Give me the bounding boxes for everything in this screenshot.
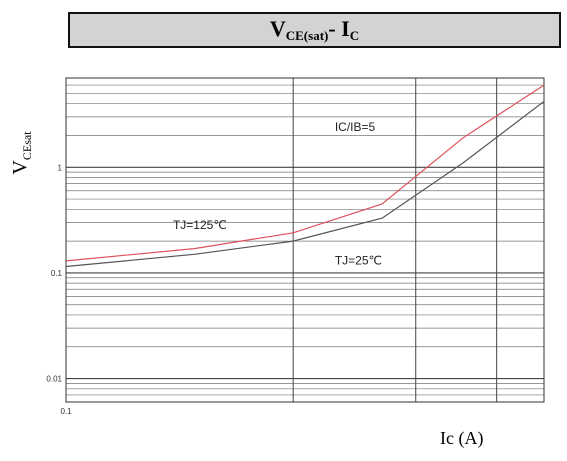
chart-title-box: VCE(sat)- IC <box>68 12 561 48</box>
plot-frame <box>65 77 545 403</box>
series-line-tj125 <box>65 84 545 262</box>
y-tick-label: 1 <box>58 163 63 172</box>
annotation-label: TJ=25℃ <box>335 254 382 268</box>
y-tick-label: 0.1 <box>51 269 63 278</box>
series-line-tj25 <box>65 100 545 268</box>
x-axis-label: Ic (A) <box>440 428 484 448</box>
y-tick-label: 0.01 <box>46 375 62 384</box>
x-tick-label: 0.1 <box>60 407 72 416</box>
chart-title: VCE(sat)- IC <box>269 16 360 43</box>
annotation-label: IC/IB=5 <box>335 120 376 134</box>
annotation-label: TJ=125℃ <box>173 218 227 232</box>
